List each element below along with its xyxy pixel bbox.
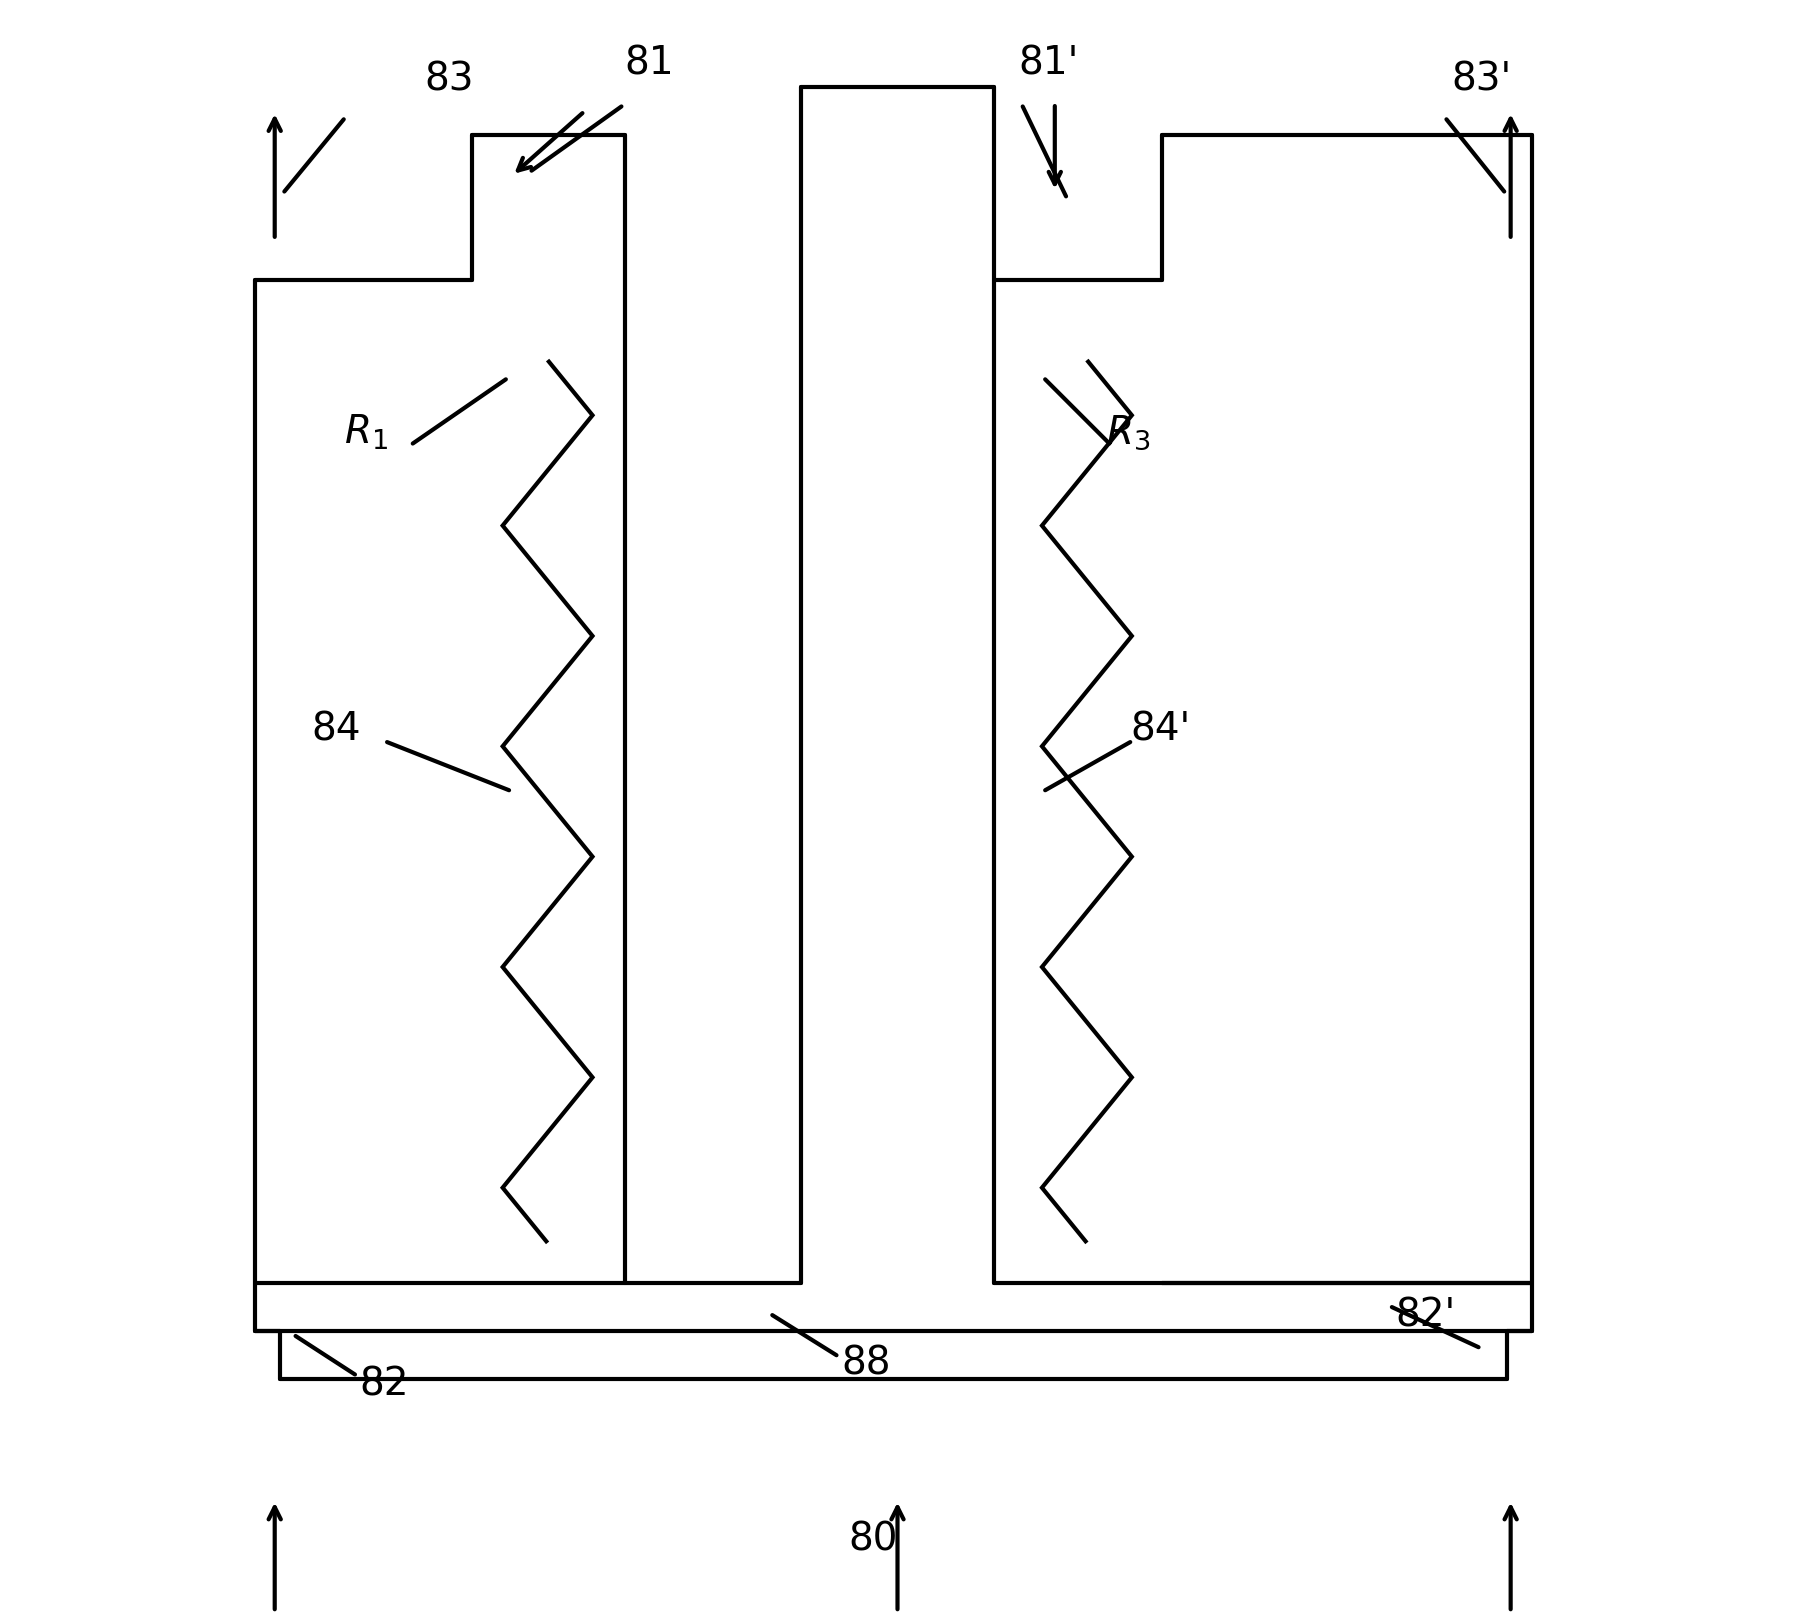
Text: $R_1$: $R_1$ (343, 413, 388, 452)
Text: 83: 83 (424, 60, 474, 99)
Text: 82': 82' (1395, 1297, 1456, 1334)
Text: 81: 81 (625, 44, 675, 83)
Text: 84: 84 (312, 711, 361, 748)
Text: 88: 88 (842, 1344, 890, 1383)
Text: 84': 84' (1131, 711, 1190, 748)
Text: 83': 83' (1452, 60, 1511, 99)
Text: 80: 80 (849, 1520, 898, 1559)
Text: 82: 82 (359, 1365, 409, 1404)
Text: $R_3$: $R_3$ (1106, 413, 1151, 452)
Text: 81': 81' (1018, 44, 1079, 83)
